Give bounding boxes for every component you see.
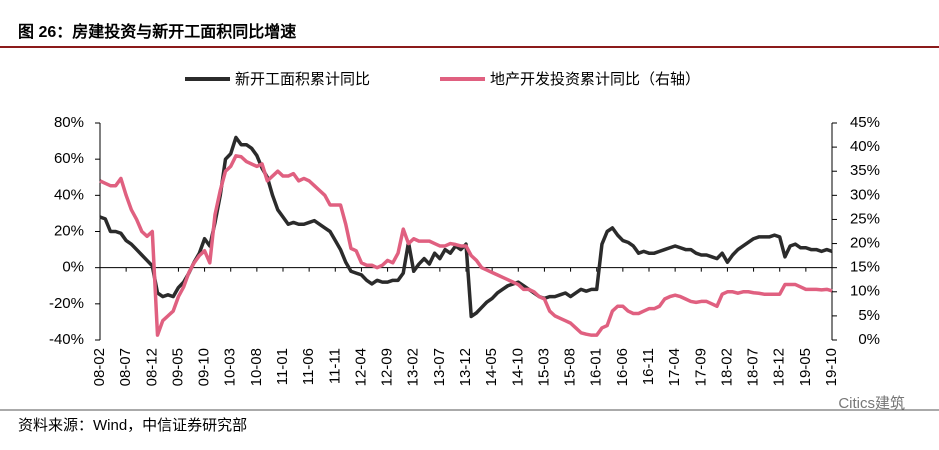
y-tick-label: 80% [54,114,84,131]
watermark: Citics建筑 [838,395,905,412]
page-title: 图 26：房建投资与新开工面积同比增速 [18,22,296,41]
x-tick-label: 08-12 [143,348,160,386]
y-tick-label: 0% [62,259,84,276]
x-tick-label: 13-02 [405,348,422,386]
x-tick-label: 08-07 [117,348,134,386]
x-tick-label: 13-07 [431,348,448,386]
x-tick-label: 18-12 [771,348,788,386]
y2-tick-label: 40% [850,138,880,155]
y2-tick-label: 30% [850,186,880,203]
series-line [99,154,833,337]
y2-tick-label: 0% [858,331,880,348]
x-tick-label: 19-10 [823,348,840,386]
x-tick-label: 16-11 [640,348,657,385]
x-tick-label: 12-04 [352,348,369,386]
x-tick-label: 13-12 [457,348,474,386]
y2-tick-label: 25% [850,210,880,227]
y2-tick-label: 45% [850,114,880,131]
x-tick-label: 12-09 [379,348,396,386]
y-tick-label: 20% [54,222,84,239]
x-tick-label: 09-10 [196,348,213,386]
x-tick-label: 17-04 [666,348,683,386]
x-tick-label: 14-05 [483,348,500,386]
x-tick-label: 19-05 [797,348,814,386]
y2-tick-label: 20% [850,235,880,252]
x-tick-label: 15-08 [562,348,579,386]
x-tick-label: 15-03 [535,348,552,386]
x-tick-label: 14-10 [509,348,526,386]
x-tick-label: 16-06 [614,348,631,386]
y-tick-label: 40% [54,186,84,203]
source-note: 资料来源：Wind，中信证券研究部 [18,417,247,434]
x-tick-label: 11-11 [326,348,343,384]
series-line [99,135,833,319]
x-tick-label: 10-08 [248,348,265,386]
x-tick-label: 16-01 [588,348,605,386]
y-tick-label: -40% [49,331,84,348]
y2-tick-label: 5% [858,307,880,324]
x-tick-label: 17-09 [692,348,709,386]
y-tick-label: -20% [49,295,84,312]
legend-label: 新开工面积累计同比 [235,71,370,88]
y2-tick-label: 10% [850,283,880,300]
x-tick-label: 18-07 [745,348,762,386]
y2-tick-label: 35% [850,162,880,179]
y2-tick-label: 15% [850,259,880,276]
legend-label: 地产开发投资累计同比（右轴） [490,71,700,88]
x-tick-label: 10-03 [222,348,239,386]
x-tick-label: 11-06 [300,348,317,385]
x-tick-label: 08-02 [91,348,108,386]
y-tick-label: 60% [54,150,84,167]
x-tick-label: 11-01 [274,348,291,385]
x-tick-label: 18-02 [718,348,735,386]
x-tick-label: 09-05 [169,348,186,386]
